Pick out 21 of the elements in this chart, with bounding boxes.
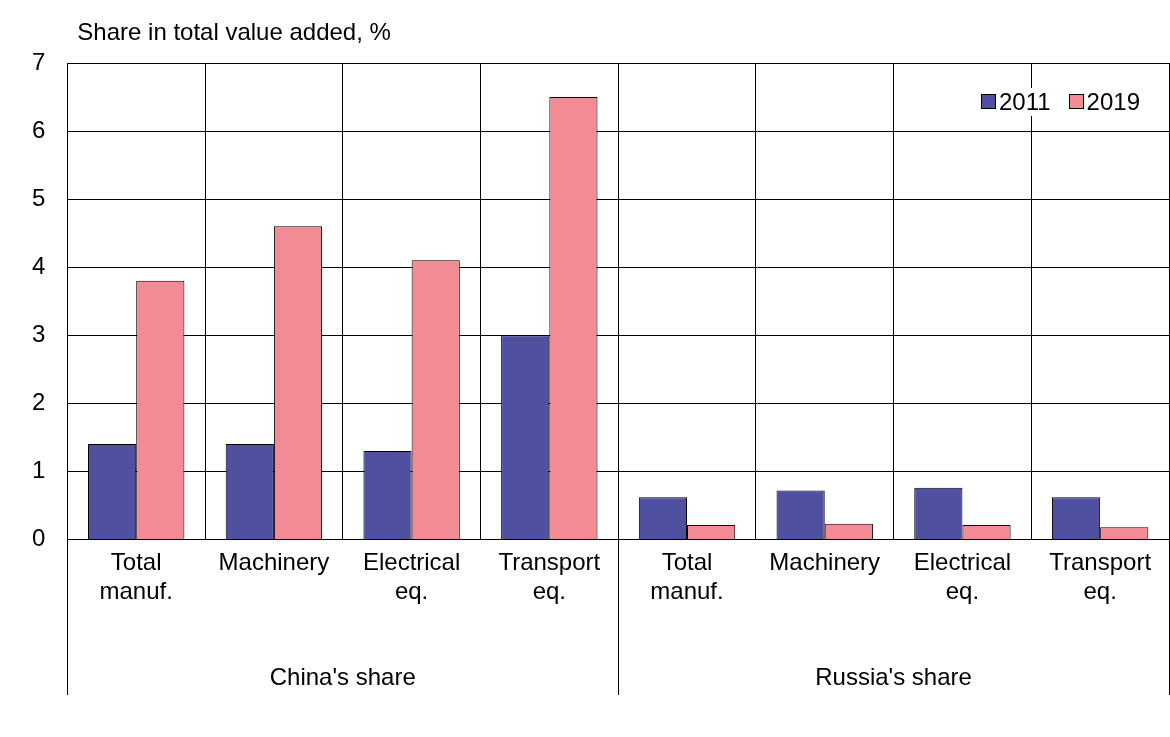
y-tick-label: 2 [31, 387, 46, 415]
y-tick-label: 7 [31, 47, 46, 75]
x-tick-label: Machinery [218, 548, 330, 576]
legend-label: 2019 [1085, 88, 1140, 116]
y-tick-label: 1 [31, 455, 46, 483]
text: Russia's share [815, 662, 972, 690]
x-tick-label: Electrical eq. [913, 548, 1012, 605]
x-tick-label: Machinery [769, 548, 881, 576]
y-axis-title: Share in total value added, % [77, 17, 391, 45]
legend-label: 2011 [998, 88, 1051, 116]
y-tick-label: 0 [31, 524, 46, 552]
x-tick-label: Total manuf. [99, 548, 173, 605]
x-tick-label: Transport eq. [1049, 548, 1152, 605]
y-tick-label: 6 [31, 115, 46, 143]
y-tick-label: 5 [31, 183, 46, 211]
x-tick-label: Transport eq. [498, 548, 601, 605]
x-tick-label: Total manuf. [650, 548, 724, 605]
x-tick-label: Electrical eq. [362, 548, 461, 605]
text: China's share [269, 662, 416, 690]
y-tick-label: 4 [31, 251, 46, 279]
y-tick-label: 3 [31, 319, 46, 347]
